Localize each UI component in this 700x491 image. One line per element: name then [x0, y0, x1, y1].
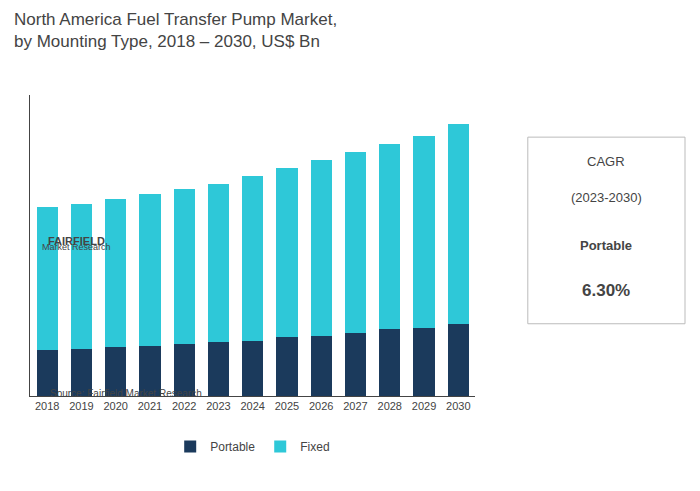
svg-text:Portable: Portable	[580, 238, 632, 253]
svg-text:2029: 2029	[412, 400, 436, 412]
svg-text:2020: 2020	[103, 400, 127, 412]
svg-text:2026: 2026	[309, 400, 333, 412]
svg-text:6.30%: 6.30%	[582, 281, 630, 300]
svg-text:Fixed: Fixed	[300, 440, 329, 454]
svg-text:2022: 2022	[172, 400, 196, 412]
svg-text:(2023-2030): (2023-2030)	[571, 190, 642, 205]
svg-text:Source: Fairfield Market Resea: Source: Fairfield Market Research	[50, 388, 202, 399]
svg-text:2027: 2027	[343, 400, 367, 412]
svg-text:2019: 2019	[69, 400, 93, 412]
svg-text:North America Fuel Transfer Pu: North America Fuel Transfer Pump Market,…	[14, 10, 337, 51]
svg-text:2028: 2028	[378, 400, 402, 412]
svg-text:Market Research: Market Research	[42, 242, 111, 252]
svg-text:Portable: Portable	[210, 440, 255, 454]
svg-text:CAGR: CAGR	[587, 154, 625, 169]
svg-text:2018: 2018	[35, 400, 59, 412]
svg-text:FAIRFIELD: FAIRFIELD	[48, 235, 105, 247]
svg-text:2030: 2030	[446, 400, 470, 412]
svg-text:2023: 2023	[206, 400, 230, 412]
svg-text:2025: 2025	[275, 400, 299, 412]
svg-text:2024: 2024	[240, 400, 264, 412]
svg-text:2021: 2021	[138, 400, 162, 412]
